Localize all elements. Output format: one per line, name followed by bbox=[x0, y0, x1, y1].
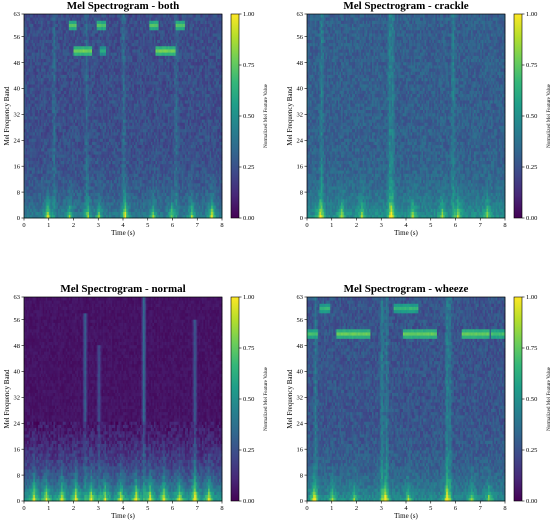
spectrogram-cells bbox=[24, 14, 222, 218]
